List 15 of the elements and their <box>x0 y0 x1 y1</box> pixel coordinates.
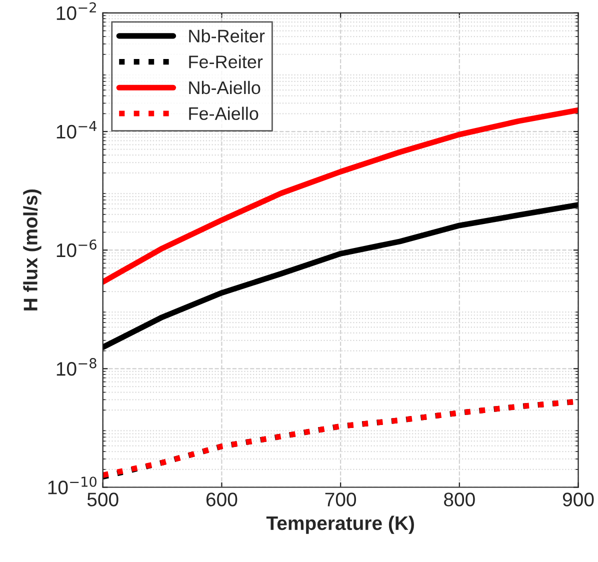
y-tick-label: 10$^{−6}$ <box>56 239 96 258</box>
legend-label: Fe-Reiter <box>189 55 263 68</box>
y-tick-label: 10$^{−2}$ <box>56 2 96 20</box>
x-tick-label: 700 <box>325 492 356 506</box>
x-tick-label: 600 <box>206 492 238 506</box>
y-axis-title: H flux (mol/s) <box>23 189 42 310</box>
y-tick-label: 10$^{−8}$ <box>56 358 96 376</box>
x-axis-title: Temperature (K) <box>266 516 414 534</box>
x-tick-label: 800 <box>444 492 475 506</box>
x-tick-label: 900 <box>562 492 594 506</box>
x-tick-label: 500 <box>87 492 118 506</box>
legend-label: Fe-Aiello <box>189 106 258 120</box>
legend-label: Nb-Aiello <box>189 80 260 94</box>
y-tick-label: 10$^{−4}$ <box>56 121 97 139</box>
legend-label: Nb-Reiter <box>189 29 265 42</box>
